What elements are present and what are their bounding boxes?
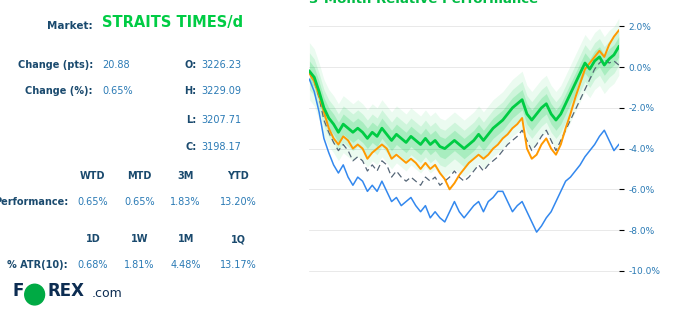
Text: 3-Month Relative Performance: 3-Month Relative Performance — [309, 0, 539, 5]
Text: 1D: 1D — [86, 234, 100, 244]
Text: 4.48%: 4.48% — [171, 260, 201, 270]
Text: Market:: Market: — [47, 21, 92, 31]
Text: 0.65%: 0.65% — [78, 197, 108, 207]
Text: 0.68%: 0.68% — [78, 260, 108, 270]
Text: 13.20%: 13.20% — [220, 197, 256, 207]
Text: 3198.17: 3198.17 — [201, 142, 241, 152]
Text: L:: L: — [186, 115, 197, 125]
Text: C:: C: — [185, 142, 197, 152]
Text: MTD: MTD — [127, 171, 152, 181]
Text: 1M: 1M — [177, 234, 194, 244]
Text: % ATR(10):: % ATR(10): — [7, 260, 68, 270]
Text: 1W: 1W — [131, 234, 148, 244]
Text: 1.83%: 1.83% — [171, 197, 201, 207]
Text: Change (pts):: Change (pts): — [18, 60, 92, 70]
Text: 20.88: 20.88 — [102, 60, 130, 70]
Text: €: € — [31, 290, 38, 299]
Text: Change (%):: Change (%): — [25, 86, 92, 96]
Text: YTD: YTD — [227, 171, 249, 181]
Text: 3207.71: 3207.71 — [201, 115, 241, 125]
Text: .com: .com — [91, 287, 122, 300]
Text: Performance:: Performance: — [0, 197, 68, 207]
Text: H:: H: — [184, 86, 197, 96]
Text: WTD: WTD — [80, 171, 105, 181]
Text: O:: O: — [184, 60, 197, 70]
Text: STRAITS TIMES/d: STRAITS TIMES/d — [102, 15, 243, 29]
Text: 3226.23: 3226.23 — [201, 60, 241, 70]
Text: 3229.09: 3229.09 — [201, 86, 241, 96]
Text: 1Q: 1Q — [231, 234, 245, 244]
Text: 0.65%: 0.65% — [124, 197, 154, 207]
Text: 1.81%: 1.81% — [124, 260, 154, 270]
Text: F: F — [12, 282, 24, 300]
Circle shape — [24, 284, 45, 305]
Text: 0.65%: 0.65% — [102, 86, 133, 96]
Text: 13.17%: 13.17% — [220, 260, 256, 270]
Text: REX: REX — [48, 282, 85, 300]
Text: 3M: 3M — [177, 171, 194, 181]
